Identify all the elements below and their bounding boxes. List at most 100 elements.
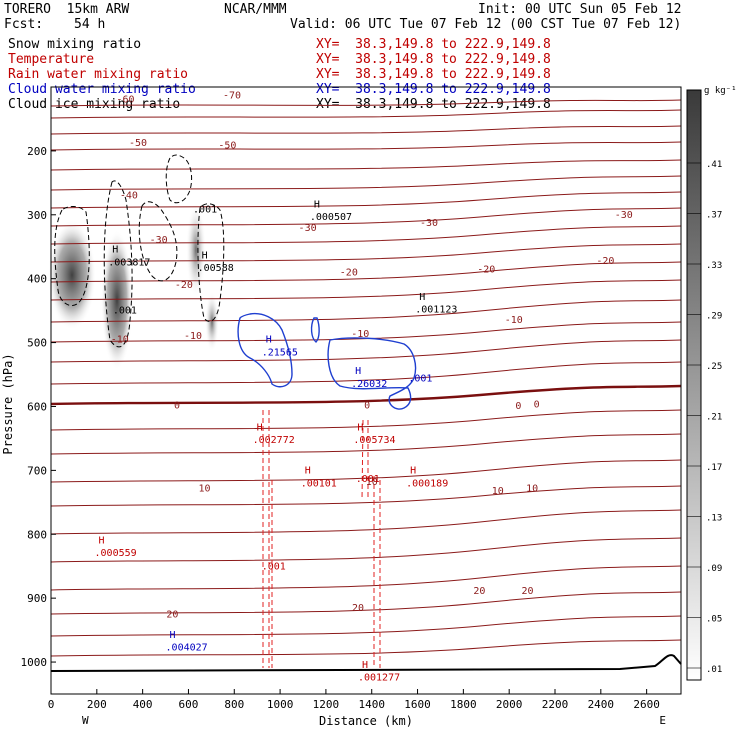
init-time: Init: 00 UTC Sun 05 Feb 12 bbox=[478, 2, 682, 17]
x-tick-label: 1000 bbox=[267, 698, 294, 711]
snow-shading bbox=[48, 202, 219, 370]
field-name-cloud-ice: Cloud ice mixing ratio bbox=[8, 97, 181, 112]
temperature-contour bbox=[50, 109, 682, 119]
endpoint-label: W bbox=[82, 714, 89, 727]
temperature-label: -10 bbox=[184, 331, 202, 342]
temperature-label: -30 bbox=[615, 210, 633, 221]
ice-contour-1 bbox=[54, 206, 90, 307]
temperature-contour bbox=[50, 159, 682, 171]
maximum-marker: H bbox=[419, 292, 425, 303]
x-tick-label: 800 bbox=[224, 698, 244, 711]
x-tick-label: 2400 bbox=[588, 698, 615, 711]
cloud-water-contour-2 bbox=[310, 317, 320, 343]
maximum-value-label: .001 bbox=[262, 562, 286, 573]
colorbar-tick-label: .33 bbox=[706, 261, 722, 271]
maximum-value-label: .00101 bbox=[301, 479, 337, 490]
snow-max-shade-1 bbox=[48, 220, 96, 330]
colorbar-tick-label: .09 bbox=[706, 564, 722, 574]
colorbar-tick-label: .21 bbox=[706, 413, 722, 423]
temperature-label: -10 bbox=[505, 315, 523, 326]
maximum-value-label: .001 bbox=[356, 474, 380, 485]
rain-contours bbox=[262, 410, 381, 668]
temperature-contour bbox=[50, 261, 682, 283]
temperature-label: -50 bbox=[218, 141, 236, 152]
maximum-marker: H bbox=[357, 422, 363, 433]
x-tick-label: 2000 bbox=[496, 698, 523, 711]
temperature-label: -30 bbox=[299, 223, 317, 234]
maximum-marker: H bbox=[257, 422, 263, 433]
temperature-label: -20 bbox=[477, 264, 495, 275]
temperature-contour bbox=[50, 537, 682, 563]
temperature-label: 0 bbox=[364, 401, 370, 412]
temperature-contour bbox=[50, 125, 682, 135]
x-tick-label: 1200 bbox=[313, 698, 340, 711]
endpoint-label: E bbox=[659, 714, 666, 727]
field-name-temperature: Temperature bbox=[8, 52, 95, 67]
temperature-contour bbox=[50, 299, 682, 323]
forecast-hour: 54 h bbox=[74, 17, 106, 32]
temperature-label: -30 bbox=[150, 235, 168, 246]
maximum-value-label: .21565 bbox=[262, 348, 298, 359]
x-tick-label: 400 bbox=[133, 698, 153, 711]
x-tick-label: 2200 bbox=[542, 698, 569, 711]
temperature-label: 0 bbox=[515, 401, 521, 412]
field-xy-rain: XY= 38.3,149.8 to 222.9,149.8 bbox=[316, 67, 551, 82]
temperature-label: 20 bbox=[473, 586, 485, 597]
maximum-value-label: .002772 bbox=[253, 435, 295, 446]
temperature-contour bbox=[50, 459, 682, 483]
temperature-contour bbox=[50, 141, 682, 151]
snow-max-shade-4 bbox=[205, 292, 219, 352]
temperature-contour bbox=[50, 565, 682, 591]
temperature-contours bbox=[50, 99, 682, 657]
x-tick-label: 2600 bbox=[633, 698, 660, 711]
colorbar-unit: g kg⁻¹ bbox=[704, 86, 737, 96]
temperature-label: 10 bbox=[492, 486, 504, 497]
temperature-label: -20 bbox=[340, 268, 358, 279]
temperature-label: -10 bbox=[351, 329, 369, 340]
maximum-value-label: .001123 bbox=[415, 305, 457, 316]
temperature-contour bbox=[50, 485, 682, 507]
temperature-label: 10 bbox=[526, 484, 538, 495]
x-tick-label: 600 bbox=[179, 698, 199, 711]
maximum-value-label: .004027 bbox=[166, 643, 208, 654]
temperature-contour bbox=[50, 384, 682, 406]
ice-contour-3 bbox=[138, 201, 178, 282]
temperature-label: -10 bbox=[111, 335, 129, 346]
temperature-label: 0 bbox=[174, 401, 180, 412]
y-tick-label: 600 bbox=[27, 400, 47, 413]
temperature-contour bbox=[50, 639, 682, 657]
snow-max-shade-3 bbox=[186, 202, 206, 298]
model-title: TORERO 15km ARW bbox=[4, 2, 130, 17]
temperature-contour bbox=[50, 225, 682, 245]
colorbar-tick-label: .01 bbox=[706, 665, 722, 675]
field-name-rain: Rain water mixing ratio bbox=[8, 67, 189, 82]
maximum-marker: H bbox=[170, 630, 176, 641]
maximum-marker: H bbox=[314, 199, 320, 210]
field-xy-cloud-water: XY= 38.3,149.8 to 222.9,149.8 bbox=[316, 82, 551, 97]
maximum-value-label: .003817 bbox=[108, 257, 150, 268]
maximum-value-label: .000189 bbox=[406, 479, 448, 490]
maximum-marker: H bbox=[112, 245, 118, 256]
plot-frame bbox=[50, 86, 682, 695]
maximum-marker: H bbox=[410, 466, 416, 477]
temperature-label: -60 bbox=[116, 95, 134, 106]
colorbar-ticks: .01 .05 .09 .13 .17 .21 .25 .29 .33 .37 .41 bbox=[687, 160, 722, 675]
maximum-marker: H bbox=[99, 535, 105, 546]
y-tick-label: 400 bbox=[27, 273, 47, 286]
axes: 0 200 400 600 800 1000 1200 1400 1600 1800 2000 220… bbox=[21, 145, 666, 727]
field-xy-temperature: XY= 38.3,149.8 to 222.9,149.8 bbox=[316, 52, 551, 67]
y-axis-title: Pressure (hPa) bbox=[1, 353, 15, 454]
y-tick-label: 500 bbox=[27, 337, 47, 350]
maximum-marker: H bbox=[362, 660, 368, 671]
maximum-value-label: .000507 bbox=[310, 212, 352, 223]
temperature-label: -20 bbox=[175, 280, 193, 291]
maximum-value-label: .005734 bbox=[353, 435, 395, 446]
y-tick-label: 1000 bbox=[21, 656, 48, 669]
y-tick-label: 700 bbox=[27, 464, 47, 477]
temperature-label: -70 bbox=[223, 91, 241, 102]
maximum-value-label: .000559 bbox=[95, 548, 137, 559]
temperature-label: 20 bbox=[521, 586, 533, 597]
maximum-value-label: .001 bbox=[408, 374, 432, 385]
colorbar-tick-label: .41 bbox=[706, 160, 722, 170]
